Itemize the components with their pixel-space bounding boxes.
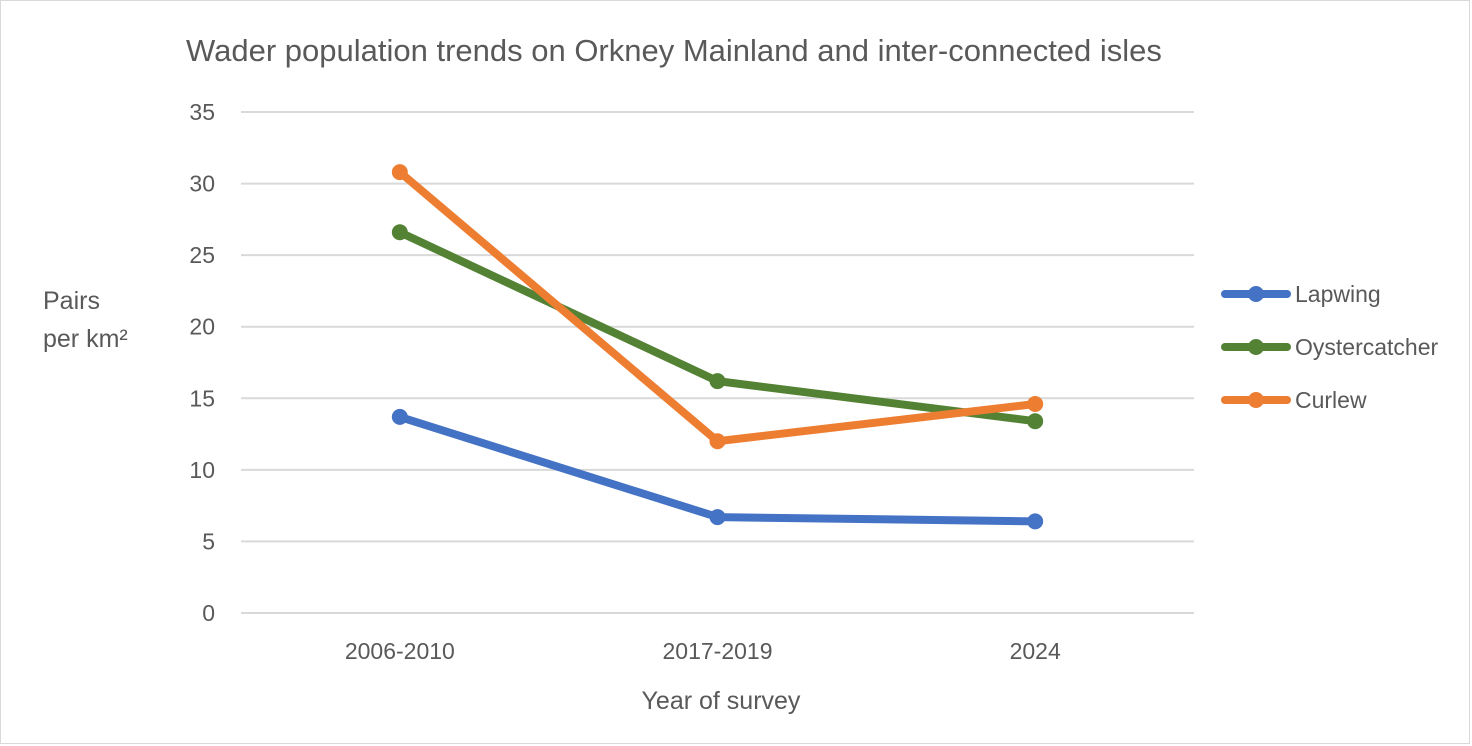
legend-swatch-marker <box>1248 392 1264 408</box>
x-axis-ticks: 2006-2010 2017-2019 2024 <box>345 638 1061 664</box>
gridlines <box>241 111 1194 614</box>
data-point <box>709 373 726 390</box>
y-tick-label: 15 <box>189 385 215 411</box>
legend-label: Lapwing <box>1295 281 1381 307</box>
series-line <box>395 168 1040 446</box>
series-lines <box>391 164 1044 530</box>
data-point <box>1027 513 1044 530</box>
legend-label: Oystercatcher <box>1295 334 1438 360</box>
chart-title: Wader population trends on Orkney Mainla… <box>186 33 1162 68</box>
legend-swatch-marker <box>1248 286 1264 302</box>
y-tick-label: 30 <box>189 171 215 197</box>
y-axis-title-line-1: Pairs <box>43 287 100 315</box>
legend-label: Curlew <box>1295 387 1367 413</box>
y-axis-ticks: 0 5 10 15 20 25 30 35 <box>189 99 215 626</box>
series-curlew <box>391 164 1044 450</box>
y-axis-title-line-2: per km² <box>43 325 128 353</box>
data-point <box>391 224 408 241</box>
y-tick-label: 10 <box>189 457 215 483</box>
data-point <box>1027 396 1044 413</box>
x-axis-title: Year of survey <box>642 687 801 715</box>
series-oystercatcher <box>391 224 1044 430</box>
data-point <box>391 408 408 425</box>
legend-item-lapwing: Lapwing <box>1221 281 1381 307</box>
legend: Lapwing Oystercatcher Curlew <box>1221 281 1438 413</box>
x-tick-label: 2024 <box>1010 638 1061 664</box>
legend-swatch-marker <box>1248 339 1264 355</box>
x-tick-label: 2017-2019 <box>663 638 773 664</box>
data-point <box>709 509 726 526</box>
y-tick-label: 35 <box>189 99 215 125</box>
data-point <box>391 164 408 181</box>
data-point <box>1027 413 1044 430</box>
y-tick-label: 25 <box>189 242 215 268</box>
y-tick-label: 20 <box>189 314 215 340</box>
legend-item-oystercatcher: Oystercatcher <box>1221 334 1438 360</box>
y-tick-label: 5 <box>202 528 215 554</box>
series-lapwing <box>391 408 1044 530</box>
legend-item-curlew: Curlew <box>1221 387 1367 413</box>
x-tick-label: 2006-2010 <box>345 638 455 664</box>
y-tick-label: 0 <box>202 600 215 626</box>
data-point <box>709 433 726 450</box>
